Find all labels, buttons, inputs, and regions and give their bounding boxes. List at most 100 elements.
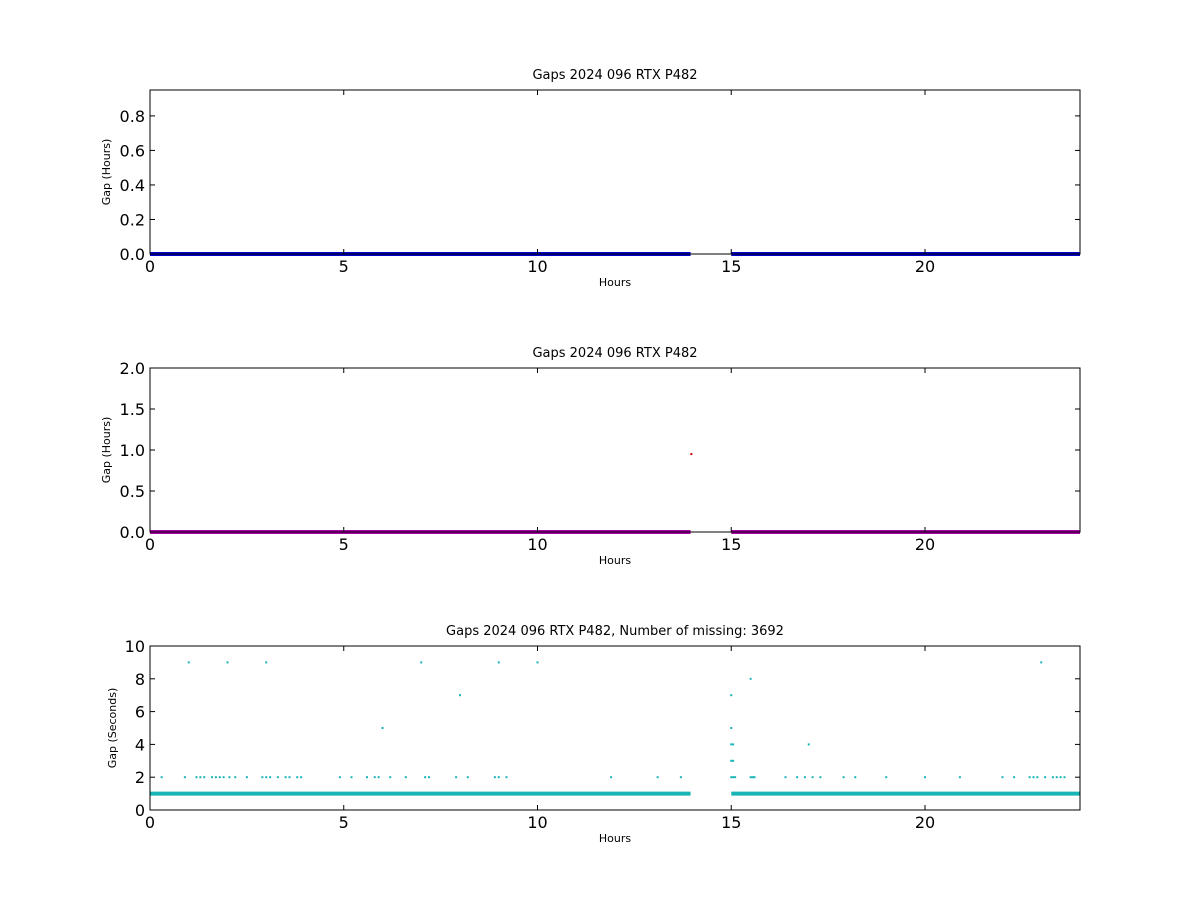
data-point (1028, 776, 1031, 779)
data-point (1040, 661, 1043, 664)
x-tick-label: 5 (339, 813, 349, 832)
y-axis-label: Gap (Hours) (100, 139, 113, 206)
data-point (276, 776, 279, 779)
x-tick-label: 10 (527, 535, 547, 554)
axes-frame (149, 645, 1081, 811)
data-point (732, 759, 735, 762)
chart-title: Gaps 2024 096 RTX P482 (532, 68, 697, 83)
data-point (350, 776, 353, 779)
data-point (381, 727, 384, 729)
data-point (420, 661, 423, 664)
data-point (214, 776, 217, 779)
data-point (536, 661, 539, 664)
data-point (730, 694, 733, 697)
data-point (284, 776, 287, 779)
data-point (656, 776, 659, 779)
y-tick-label: 0.8 (120, 107, 145, 126)
data-point (730, 776, 733, 779)
data-point (1013, 776, 1016, 779)
data-point (807, 743, 810, 746)
data-point (199, 776, 202, 779)
data-point (234, 776, 237, 779)
data-point (338, 776, 341, 779)
data-point (226, 661, 229, 664)
y-tick-label: 0.0 (120, 523, 145, 542)
x-tick-label: 20 (915, 535, 935, 554)
y-tick-label: 0.0 (120, 245, 145, 264)
data-point (819, 776, 822, 779)
x-tick-label: 15 (721, 257, 741, 276)
data-point (505, 776, 508, 779)
x-tick-label: 0 (145, 535, 155, 554)
data-point (404, 776, 407, 779)
data-point (424, 776, 427, 779)
x-tick-label: 10 (527, 813, 547, 832)
y-tick-label: 0.5 (120, 482, 145, 501)
data-point (751, 776, 754, 779)
data-point (466, 776, 469, 779)
y-tick-label: 6 (135, 703, 145, 722)
x-tick-label: 0 (145, 813, 155, 832)
data-point (784, 776, 787, 779)
data-point (803, 776, 806, 779)
data-point (265, 776, 268, 779)
data-point (195, 776, 198, 779)
data-point (1032, 776, 1035, 779)
data-point (203, 776, 206, 779)
chart-panel-1: Gaps 2024 096 RTX P482 0 5 10 15 20 0.0 0.2 0.4 0… (100, 68, 1081, 289)
chart-title: Gaps 2024 096 RTX P482, Number of missin… (446, 624, 784, 639)
data-point (734, 776, 737, 779)
y-axis-label: Gap (Hours) (100, 417, 113, 484)
data-point (1059, 776, 1062, 779)
data-point (1044, 776, 1047, 779)
x-axis-label: Hours (599, 276, 631, 289)
data-point (730, 759, 733, 762)
data-point (183, 776, 186, 779)
data-point (753, 776, 756, 779)
data-point (885, 776, 888, 779)
y-axis-label: Gap (Seconds) (106, 688, 119, 769)
y-tick-label: 2.0 (120, 359, 145, 378)
data-point (1051, 776, 1054, 779)
x-tick-label: 15 (721, 813, 741, 832)
data-point (493, 776, 496, 779)
data-point (1055, 776, 1058, 779)
data-layer (150, 661, 1080, 796)
data-point (187, 661, 190, 664)
data-point (1036, 776, 1039, 779)
x-tick-label: 5 (339, 535, 349, 554)
x-tick-label: 0 (145, 257, 155, 276)
data-point (811, 776, 814, 779)
data-point (730, 743, 733, 746)
y-tick-label: 1.5 (120, 400, 145, 419)
data-point (373, 776, 376, 779)
data-point (924, 776, 926, 779)
x-tick-label: 15 (721, 535, 741, 554)
y-tick-label: 1.0 (120, 441, 145, 460)
data-point (610, 776, 613, 779)
data-point (732, 743, 735, 746)
data-point (377, 776, 380, 779)
data-point (269, 776, 272, 779)
data-point (261, 776, 264, 779)
data-point (842, 776, 845, 779)
x-tick-label: 10 (527, 257, 547, 276)
data-point (389, 776, 392, 779)
data-point (366, 776, 368, 779)
data-point (300, 776, 303, 779)
data-point (497, 661, 500, 664)
data-point (854, 776, 857, 779)
data-point (459, 694, 461, 697)
y-tick-label: 4 (135, 735, 145, 754)
data-point (455, 776, 458, 779)
y-tick-label: 10 (125, 637, 145, 656)
x-axis-label: Hours (599, 554, 631, 567)
data-point (218, 776, 221, 779)
data-point (730, 727, 733, 729)
data-point (1001, 776, 1004, 779)
data-point (749, 776, 752, 779)
y-tick-label: 8 (135, 670, 145, 689)
data-point (958, 776, 961, 779)
data-point (228, 776, 231, 779)
